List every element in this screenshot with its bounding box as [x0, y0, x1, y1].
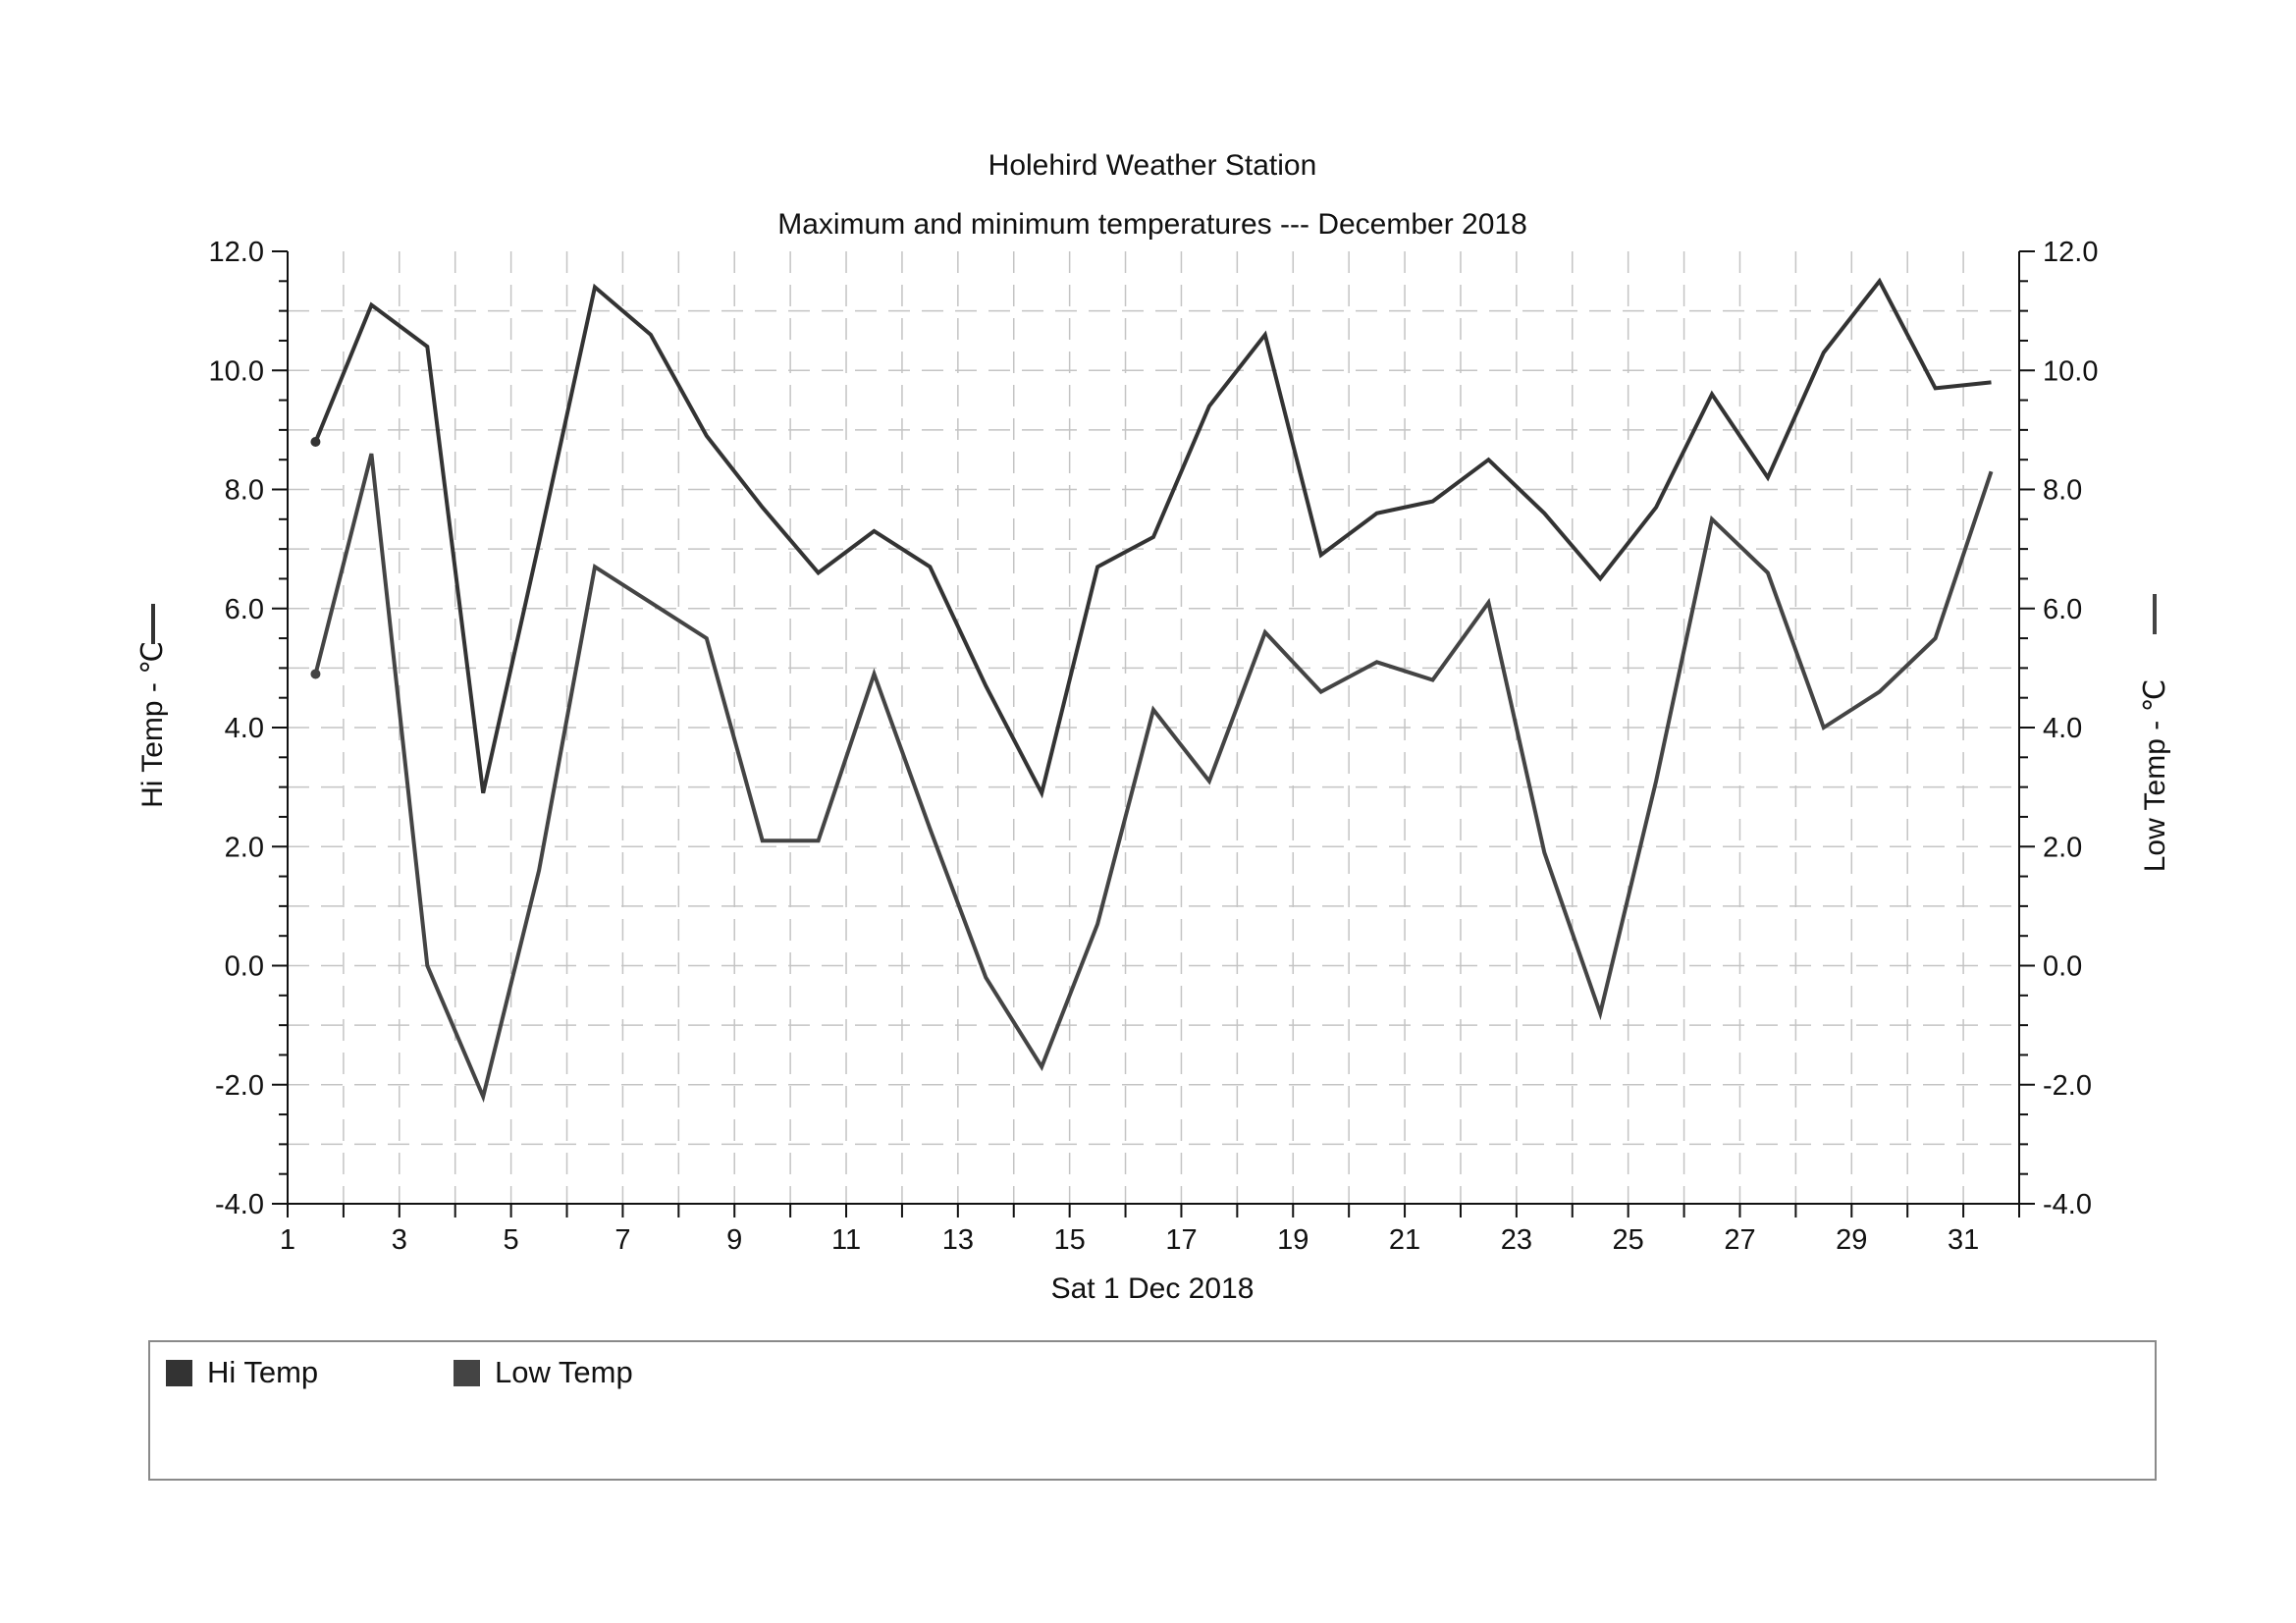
y-tick-label-left: -2.0: [215, 1070, 264, 1102]
x-tick-label: 9: [726, 1224, 742, 1256]
labels-layer: Holehird Weather Station Maximum and min…: [136, 149, 2171, 1305]
y-tick-label-right: 2.0: [2043, 832, 2082, 863]
y-tick-label-left: 8.0: [225, 475, 264, 507]
x-tick-label: 19: [1277, 1224, 1308, 1256]
axes-layer: 12.0 12.010.0 10.08.0 8.06.0 6.04.0 4.02.0 2.0…: [209, 237, 2099, 1256]
y-tick-label-left: -4.0: [215, 1189, 264, 1220]
x-tick-label: 13: [942, 1224, 974, 1256]
legend-item-hi-temp: Hi Temp: [166, 1355, 319, 1389]
legend-label-hi-temp: Hi Temp: [207, 1355, 319, 1389]
x-tick-label: 11: [831, 1224, 861, 1256]
legend-label-low-temp: Low Temp: [495, 1355, 633, 1389]
y-axis-right-label: Low Temp - ℃: [2139, 679, 2171, 873]
y-tick-label-left: 12.0: [209, 237, 264, 268]
x-tick-label: 25: [1613, 1224, 1644, 1256]
y-tick-label-right: 0.0: [2043, 951, 2082, 983]
y-tick-label-right: 4.0: [2043, 713, 2082, 744]
y-tick-label-right: -4.0: [2043, 1189, 2092, 1220]
x-tick-label: 17: [1165, 1224, 1197, 1256]
legend-swatch-hi-temp: [166, 1359, 192, 1386]
x-tick-label: 23: [1501, 1224, 1532, 1256]
data-point-hi-temp: [310, 437, 321, 447]
series-layer: [310, 277, 1994, 1104]
y-tick-label-right: 12.0: [2043, 237, 2098, 268]
x-tick-label: 7: [614, 1224, 630, 1256]
x-tick-label: 21: [1389, 1224, 1420, 1256]
y-tick-label-left: 2.0: [225, 832, 264, 863]
x-tick-label: 15: [1054, 1224, 1086, 1256]
y-tick-label-left: 10.0: [209, 355, 264, 387]
y-axis-left-label: Hi Temp - ℃: [136, 641, 169, 808]
y-tick-label-right: 6.0: [2043, 594, 2082, 625]
chart-title: Holehird Weather Station: [988, 149, 1317, 182]
grid-layer: [288, 251, 2019, 1204]
y-tick-label-right: 10.0: [2043, 355, 2098, 387]
x-tick-label: 29: [1836, 1224, 1867, 1256]
x-tick-label: 31: [1948, 1224, 1979, 1256]
y-tick-label-left: 0.0: [225, 951, 264, 983]
x-tick-label: 1: [280, 1224, 295, 1256]
y-tick-label-right: 8.0: [2043, 475, 2082, 507]
x-axis-label: Sat 1 Dec 2018: [1051, 1272, 1255, 1305]
data-point-low-temp: [310, 669, 321, 679]
x-tick-label: 27: [1724, 1224, 1755, 1256]
x-tick-label: 5: [504, 1224, 519, 1256]
chart-subtitle: Maximum and minimum temperatures --- Dec…: [777, 208, 1527, 241]
y-tick-label-right: -2.0: [2043, 1070, 2092, 1102]
x-tick-label: 3: [392, 1224, 407, 1256]
y-tick-label-left: 6.0: [225, 594, 264, 625]
y-tick-label-left: 4.0: [225, 713, 264, 744]
legend: Hi Temp Low Temp: [148, 1340, 2157, 1481]
legend-item-low-temp: Low Temp: [454, 1355, 633, 1389]
legend-swatch-low-temp: [454, 1359, 480, 1386]
